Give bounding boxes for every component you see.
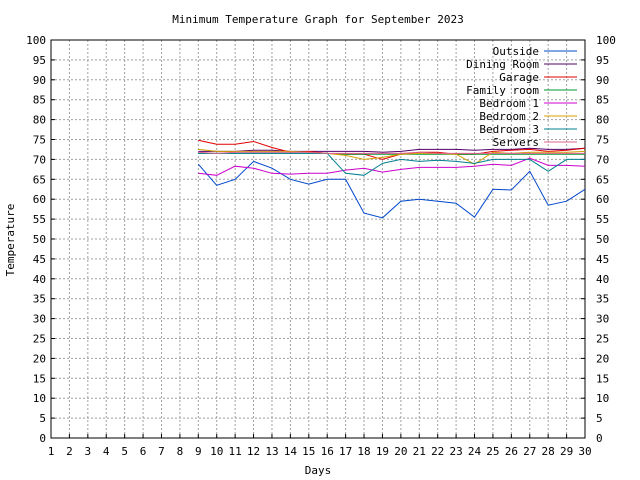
x-tick-label: 28	[542, 445, 555, 458]
x-tick-label: 2	[66, 445, 73, 458]
chart-title: Minimum Temperature Graph for September …	[172, 13, 463, 26]
y-tick-label-left: 80	[33, 114, 46, 127]
y-tick-label-right: 15	[596, 372, 609, 385]
y-tick-label-left: 60	[33, 193, 46, 206]
y-tick-label-right: 40	[596, 273, 609, 286]
x-tick-label: 18	[357, 445, 370, 458]
x-tick-label: 1	[48, 445, 55, 458]
y-tick-label-right: 50	[596, 233, 609, 246]
y-tick-label-left: 25	[33, 333, 46, 346]
y-tick-label-left: 30	[33, 313, 46, 326]
legend-label: Outside	[493, 45, 539, 58]
y-tick-label-left: 85	[33, 94, 46, 107]
x-tick-label: 21	[413, 445, 426, 458]
y-tick-label-right: 90	[596, 74, 609, 87]
x-tick-label: 25	[486, 445, 499, 458]
y-tick-label-right: 0	[596, 432, 603, 445]
series-line-bedroom-3	[198, 152, 585, 176]
x-tick-label: 13	[265, 445, 278, 458]
y-tick-label-left: 75	[33, 134, 46, 147]
x-tick-label: 15	[302, 445, 315, 458]
series-line-garage	[198, 139, 586, 160]
y-tick-label-right: 65	[596, 173, 609, 186]
y-tick-label-left: 95	[33, 54, 46, 67]
y-tick-label-right: 35	[596, 293, 609, 306]
y-tick-label-left: 0	[39, 432, 46, 445]
series-line-bedroom-2	[198, 148, 586, 165]
y-tick-label-right: 95	[596, 54, 609, 67]
x-tick-label: 22	[431, 445, 444, 458]
y-tick-label-right: 10	[596, 392, 609, 405]
series-line-outside	[197, 160, 586, 219]
legend-label: Dining Room	[466, 58, 539, 71]
y-tick-label-right: 55	[596, 213, 609, 226]
y-tick-label-right: 100	[596, 34, 616, 47]
series-line-servers	[198, 151, 585, 154]
x-tick-label: 17	[339, 445, 352, 458]
x-tick-label: 23	[449, 445, 462, 458]
y-tick-label-left: 40	[33, 273, 46, 286]
y-tick-label-right: 5	[596, 412, 603, 425]
y-tick-label-left: 65	[33, 173, 46, 186]
y-axis-label: Temperature	[4, 204, 17, 277]
y-tick-label-left: 20	[33, 352, 46, 365]
x-axis-label: Days	[305, 464, 332, 477]
series-line-dining-room	[198, 147, 586, 153]
x-tick-label: 19	[376, 445, 389, 458]
x-tick-label: 4	[103, 445, 110, 458]
x-tick-label: 20	[394, 445, 407, 458]
x-tick-label: 3	[85, 445, 92, 458]
y-tick-label-right: 70	[596, 153, 609, 166]
x-tick-label: 26	[505, 445, 518, 458]
legend-label: Family room	[466, 84, 539, 97]
y-tick-label-left: 90	[33, 74, 46, 87]
legend-label: Bedroom 1	[479, 97, 539, 110]
y-tick-label-right: 20	[596, 352, 609, 365]
x-tick-label: 29	[560, 445, 573, 458]
y-tick-label-left: 55	[33, 213, 46, 226]
y-tick-label-right: 30	[596, 313, 609, 326]
legend-label: Bedroom 3	[479, 123, 539, 136]
y-tick-label-right: 80	[596, 114, 609, 127]
x-tick-label: 16	[321, 445, 334, 458]
y-tick-label-left: 50	[33, 233, 46, 246]
y-tick-label-left: 100	[26, 34, 46, 47]
x-tick-label: 9	[195, 445, 202, 458]
x-tick-label: 24	[468, 445, 482, 458]
x-tick-label: 12	[247, 445, 260, 458]
y-tick-label-left: 70	[33, 153, 46, 166]
series-layer	[197, 139, 586, 219]
legend-label: Servers	[493, 136, 539, 149]
y-tick-label-right: 45	[596, 253, 609, 266]
x-tick-label: 7	[158, 445, 165, 458]
x-tick-label: 27	[523, 445, 536, 458]
y-tick-label-right: 25	[596, 333, 609, 346]
y-tick-label-left: 10	[33, 392, 46, 405]
legend-label: Bedroom 2	[479, 110, 539, 123]
x-tick-label: 8	[177, 445, 184, 458]
y-tick-label-left: 45	[33, 253, 46, 266]
x-tick-label: 11	[229, 445, 242, 458]
y-tick-label-right: 60	[596, 193, 609, 206]
y-tick-label-left: 15	[33, 372, 46, 385]
grid-layer	[51, 40, 585, 438]
x-tick-label: 5	[121, 445, 128, 458]
y-tick-label-left: 35	[33, 293, 46, 306]
y-tick-label-left: 5	[39, 412, 46, 425]
y-tick-label-right: 75	[596, 134, 609, 147]
y-tick-label-right: 85	[596, 94, 609, 107]
legend-label: Garage	[499, 71, 539, 84]
x-tick-label: 10	[210, 445, 223, 458]
x-tick-label: 30	[578, 445, 591, 458]
x-tick-label: 14	[284, 445, 298, 458]
series-line-bedroom-1	[198, 157, 586, 176]
x-tick-label: 6	[140, 445, 147, 458]
